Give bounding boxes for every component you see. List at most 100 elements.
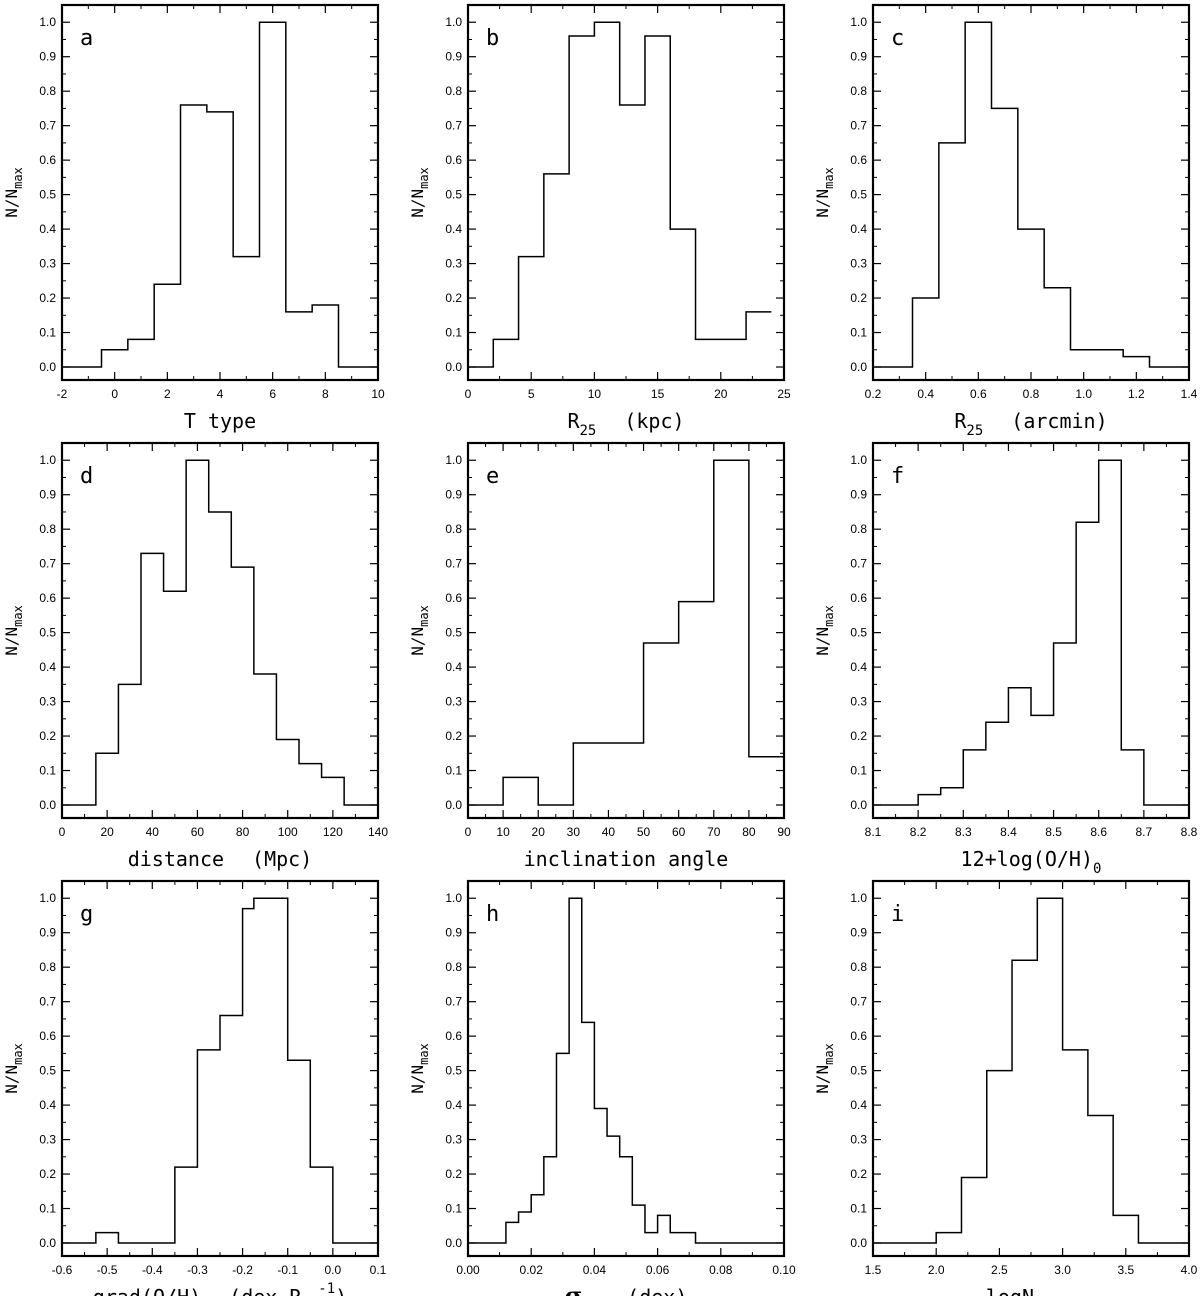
histogram-bar (569, 898, 582, 1243)
histogram-bar (918, 795, 941, 805)
x-tick-label: 6 (269, 387, 276, 401)
histogram-bar (207, 112, 233, 367)
x-tick-label: 3.5 (1117, 1263, 1134, 1277)
y-tick-label: 1.0 (39, 453, 56, 467)
x-tick-label: 10 (588, 387, 602, 401)
histogram-bar (243, 909, 254, 1243)
panel-d: 0.0 0.1 0.2 0.3 0.4 0.5 0.6 0.7 0.8 0.9 1.0 0 20 40 60… (2, 441, 388, 871)
x-axis-label: inclination angle (524, 847, 729, 871)
y-tick-label: 0.8 (39, 522, 56, 536)
x-tick-label: 90 (777, 825, 791, 839)
x-tick-label: 0.0 (325, 1263, 342, 1277)
x-tick-label: 40 (602, 825, 616, 839)
x-tick-label: 1.5 (865, 1263, 882, 1277)
y-tick-label: 0.6 (39, 1029, 56, 1043)
x-tick-label: 40 (146, 825, 160, 839)
histogram-bar (286, 312, 312, 367)
histogram-bar (154, 284, 180, 367)
y-tick-label: 1.0 (39, 15, 56, 29)
histogram-bar (620, 1157, 633, 1243)
histogram-bar (913, 298, 939, 367)
y-tick-label: 0.9 (850, 926, 867, 940)
histogram-bar (965, 22, 991, 367)
y-tick-label: 0.1 (445, 764, 462, 778)
y-tick-label: 0.9 (445, 926, 462, 940)
histogram-bar (679, 602, 714, 805)
y-tick-label: 0.6 (445, 153, 462, 167)
histogram-bar (632, 1205, 645, 1243)
histogram-bar (220, 1015, 243, 1243)
y-tick-label: 0.0 (850, 360, 867, 374)
x-tick-label: 0.6 (970, 387, 987, 401)
histogram-bar (573, 743, 608, 805)
histogram-step-line (62, 21, 378, 368)
y-axis-label: N/Nmax (408, 1043, 431, 1094)
histogram-bar (503, 777, 538, 805)
x-tick-label: 8.7 (1136, 825, 1153, 839)
y-tick-label: 1.0 (445, 453, 462, 467)
y-tick-label: 0.5 (445, 188, 462, 202)
histogram-bar (749, 757, 784, 805)
y-tick-label: 0.4 (850, 660, 867, 674)
histogram-bar (658, 1215, 671, 1243)
histogram-bar (288, 1060, 311, 1243)
y-tick-label: 0.7 (445, 119, 462, 133)
y-tick-label: 0.5 (850, 188, 867, 202)
histogram-bar (102, 350, 128, 367)
y-tick-label: 0.8 (850, 960, 867, 974)
x-tick-label: 80 (236, 825, 250, 839)
histogram-step-line (62, 459, 378, 806)
x-tick-label: 15 (651, 387, 665, 401)
y-tick-label: 0.4 (39, 660, 56, 674)
y-axis-label: N/Nmax (813, 1043, 836, 1094)
histogram-bar (276, 739, 299, 805)
histogram-bar (1071, 350, 1097, 367)
histogram-bar (569, 36, 594, 367)
y-tick-label: 0.3 (850, 1133, 867, 1147)
panel-label: c (891, 26, 904, 51)
y-tick-label: 0.7 (850, 995, 867, 1009)
x-tick-label: 50 (637, 825, 651, 839)
histogram-bar (531, 1195, 544, 1243)
x-tick-label: 0.06 (646, 1263, 670, 1277)
y-tick-label: 0.9 (850, 488, 867, 502)
histogram-step-line (873, 21, 1189, 368)
histogram-bar (1097, 350, 1123, 367)
histogram-bar (233, 257, 259, 367)
histogram-bar (299, 764, 322, 805)
histogram-step-line (468, 21, 772, 368)
y-tick-label: 1.0 (39, 891, 56, 905)
histogram-bar (670, 229, 695, 367)
y-tick-label: 0.6 (850, 1029, 867, 1043)
y-tick-label: 0.1 (850, 764, 867, 778)
x-tick-label: 20 (714, 387, 728, 401)
histogram-bar (987, 1071, 1012, 1243)
y-tick-label: 0.8 (445, 960, 462, 974)
histogram-bar (939, 143, 965, 367)
panel-g: 0.0 0.1 0.2 0.3 0.4 0.5 0.6 0.7 0.8 0.9 1.0 -0.6 -0.… (2, 879, 387, 1296)
y-tick-label: 0.0 (39, 798, 56, 812)
x-tick-label: 8.4 (1000, 825, 1017, 839)
y-tick-label: 1.0 (850, 891, 867, 905)
y-tick-label: 0.3 (850, 257, 867, 271)
y-tick-label: 0.2 (39, 291, 56, 305)
histogram-bar (594, 1109, 607, 1243)
y-tick-label: 0.8 (850, 522, 867, 536)
plot-frame (466, 3, 786, 382)
x-tick-label: 8.3 (955, 825, 972, 839)
x-tick-label: -0.4 (142, 1263, 163, 1277)
y-axis-label: N/Nmax (408, 167, 431, 218)
histogram-bar (941, 788, 964, 805)
y-tick-label: 0.0 (850, 1236, 867, 1250)
x-tick-label: 20 (100, 825, 114, 839)
histogram-bar (683, 1233, 696, 1243)
histogram-bar (1088, 1115, 1113, 1243)
y-tick-label: 0.9 (39, 488, 56, 502)
histogram-bar (312, 305, 338, 367)
y-tick-label: 0.0 (39, 1236, 56, 1250)
histogram-bar (594, 22, 619, 367)
histogram-bar (141, 553, 164, 805)
y-tick-label: 0.5 (39, 626, 56, 640)
x-tick-label: -0.3 (187, 1263, 208, 1277)
histogram-bar (1113, 1215, 1138, 1243)
